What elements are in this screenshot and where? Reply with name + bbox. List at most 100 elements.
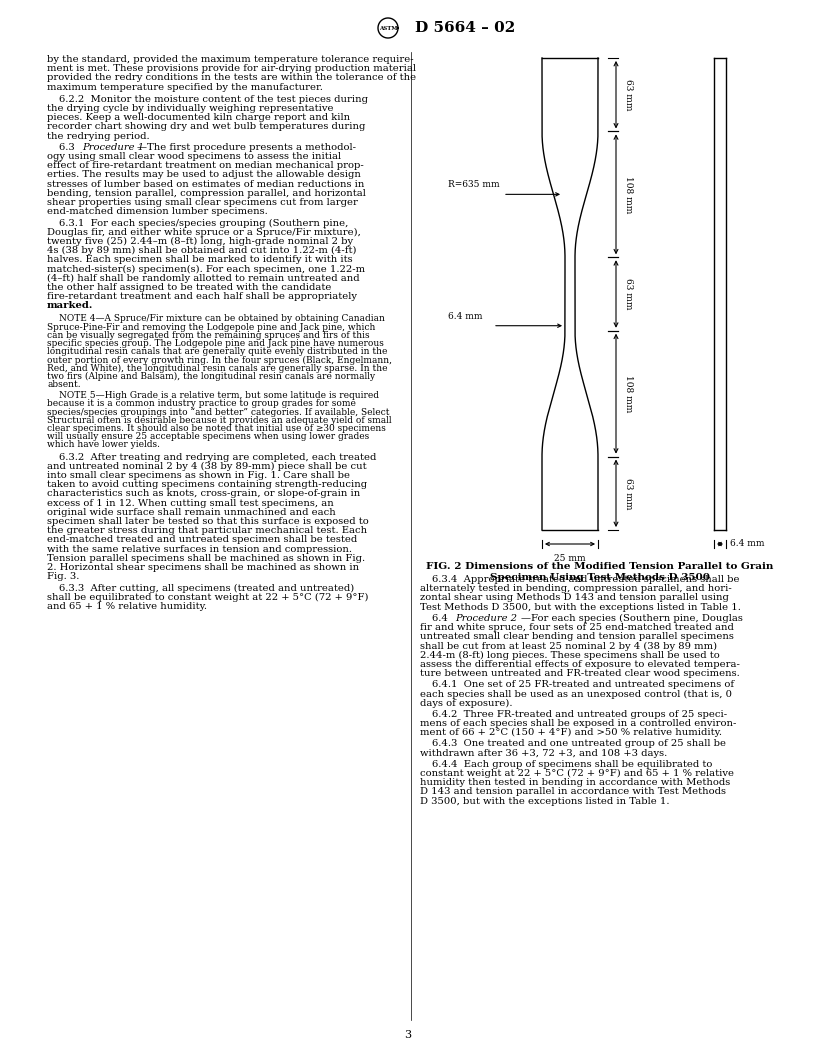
Text: Fig. 3.: Fig. 3. <box>47 572 79 581</box>
Text: original wide surface shall remain unmachined and each: original wide surface shall remain unmac… <box>47 508 335 516</box>
Text: alternately tested in bending, compression parallel, and hori-: alternately tested in bending, compressi… <box>420 584 732 593</box>
Text: shall be cut from at least 25 nominal 2 by 4 (38 by 89 mm): shall be cut from at least 25 nominal 2 … <box>420 641 717 650</box>
Text: 108 mm: 108 mm <box>624 175 633 213</box>
Text: Procedure 2: Procedure 2 <box>455 614 517 623</box>
Text: Specimen Using Test Methods D 3500: Specimen Using Test Methods D 3500 <box>490 573 710 582</box>
Text: 6.4: 6.4 <box>432 614 455 623</box>
Text: by the standard, provided the maximum temperature tolerance require-: by the standard, provided the maximum te… <box>47 55 414 64</box>
Text: two firs (Alpine and Balsam), the longitudinal resin canals are normally: two firs (Alpine and Balsam), the longit… <box>47 372 375 381</box>
Text: characteristics such as knots, cross-grain, or slope-of-grain in: characteristics such as knots, cross-gra… <box>47 489 360 498</box>
Text: D 3500, but with the exceptions listed in Table 1.: D 3500, but with the exceptions listed i… <box>420 796 669 806</box>
Text: days of exposure).: days of exposure). <box>420 699 512 708</box>
Text: NOTE 4—A Spruce/Fir mixture can be obtained by obtaining Canadian: NOTE 4—A Spruce/Fir mixture can be obtai… <box>59 315 385 323</box>
Text: shall be equilibrated to constant weight at 22 + 5°C (72 + 9°F): shall be equilibrated to constant weight… <box>47 592 369 602</box>
Text: 6.4.4  Each group of specimens shall be equilibrated to: 6.4.4 Each group of specimens shall be e… <box>432 760 712 769</box>
Text: —For each species (Southern pine, Douglas: —For each species (Southern pine, Dougla… <box>521 614 743 623</box>
Text: humidity then tested in bending in accordance with Methods: humidity then tested in bending in accor… <box>420 778 730 787</box>
Text: the other half assigned to be treated with the candidate: the other half assigned to be treated wi… <box>47 283 331 291</box>
Text: 6.3: 6.3 <box>59 143 81 152</box>
Text: pieces. Keep a well-documented kiln charge report and kiln: pieces. Keep a well-documented kiln char… <box>47 113 350 122</box>
Text: outer portion of every growth ring. In the four spruces (Black, Engelmann,: outer portion of every growth ring. In t… <box>47 356 392 364</box>
Text: 6.3.1  For each species/species grouping (Southern pine,: 6.3.1 For each species/species grouping … <box>59 219 348 227</box>
Text: 6.2.2  Monitor the moisture content of the test pieces during: 6.2.2 Monitor the moisture content of th… <box>59 95 368 103</box>
Text: D 143 and tension parallel in accordance with Test Methods: D 143 and tension parallel in accordance… <box>420 788 726 796</box>
Text: untreated small clear bending and tension parallel specimens: untreated small clear bending and tensio… <box>420 633 734 641</box>
Text: ogy using small clear wood specimens to assess the initial: ogy using small clear wood specimens to … <box>47 152 341 161</box>
Text: excess of 1 in 12. When cutting small test specimens, an: excess of 1 in 12. When cutting small te… <box>47 498 334 508</box>
Text: absent.: absent. <box>47 380 81 389</box>
Text: end-matched dimension lumber specimens.: end-matched dimension lumber specimens. <box>47 207 268 216</box>
Text: effect of fire-retardant treatment on median mechanical prop-: effect of fire-retardant treatment on me… <box>47 162 364 170</box>
Text: 4s (38 by 89 mm) shall be obtained and cut into 1.22-m (4-ft): 4s (38 by 89 mm) shall be obtained and c… <box>47 246 357 256</box>
Text: specimen shall later be tested so that this surface is exposed to: specimen shall later be tested so that t… <box>47 517 369 526</box>
Text: Structural often is desirable because it provides an adequate yield of small: Structural often is desirable because it… <box>47 416 392 425</box>
Text: ment is met. These provisions provide for air-drying production material: ment is met. These provisions provide fo… <box>47 64 416 73</box>
Text: stresses of lumber based on estimates of median reductions in: stresses of lumber based on estimates of… <box>47 180 365 189</box>
Text: the drying cycle by individually weighing representative: the drying cycle by individually weighin… <box>47 103 334 113</box>
Text: FIG. 2 Dimensions of the Modified Tension Parallel to Grain: FIG. 2 Dimensions of the Modified Tensio… <box>426 562 774 571</box>
Text: 63 mm: 63 mm <box>624 477 633 509</box>
Text: NOTE 5—High Grade is a relative term, but some latitude is required: NOTE 5—High Grade is a relative term, bu… <box>59 391 379 400</box>
Text: species/species groupings into “and better” categories. If available, Select: species/species groupings into “and bett… <box>47 408 389 417</box>
Text: 6.3.3  After cutting, all specimens (treated and untreated): 6.3.3 After cutting, all specimens (trea… <box>59 583 354 592</box>
Text: the redrying period.: the redrying period. <box>47 132 149 140</box>
Text: twenty five (25) 2.44–m (8–ft) long, high-grade nominal 2 by: twenty five (25) 2.44–m (8–ft) long, hig… <box>47 237 353 246</box>
Text: matched-sister(s) specimen(s). For each specimen, one 1.22-m: matched-sister(s) specimen(s). For each … <box>47 264 365 274</box>
Text: the greater stress during that particular mechanical test. Each: the greater stress during that particula… <box>47 526 367 535</box>
Text: halves. Each specimen shall be marked to identify it with its: halves. Each specimen shall be marked to… <box>47 256 353 264</box>
Text: 63 mm: 63 mm <box>624 79 633 111</box>
Text: with the same relative surfaces in tension and compression.: with the same relative surfaces in tensi… <box>47 545 352 553</box>
Text: 6.4.1  One set of 25 FR-treated and untreated specimens of: 6.4.1 One set of 25 FR-treated and untre… <box>432 680 734 690</box>
Text: 6.4.3  One treated and one untreated group of 25 shall be: 6.4.3 One treated and one untreated grou… <box>432 739 726 749</box>
Text: because it is a common industry practice to group grades for some: because it is a common industry practice… <box>47 399 356 409</box>
Text: shear properties using small clear specimens cut from larger: shear properties using small clear speci… <box>47 199 358 207</box>
Text: erties. The results may be used to adjust the allowable design: erties. The results may be used to adjus… <box>47 170 361 180</box>
Text: fire-retardant treatment and each half shall be appropriately: fire-retardant treatment and each half s… <box>47 293 357 301</box>
Text: 3: 3 <box>405 1030 411 1040</box>
Text: which have lower yields.: which have lower yields. <box>47 440 160 450</box>
Text: will usually ensure 25 acceptable specimens when using lower grades: will usually ensure 25 acceptable specim… <box>47 432 370 441</box>
Text: constant weight at 22 + 5°C (72 + 9°F) and 65 + 1 % relative: constant weight at 22 + 5°C (72 + 9°F) a… <box>420 769 734 778</box>
Text: 2. Horizontal shear specimens shall be machined as shown in: 2. Horizontal shear specimens shall be m… <box>47 563 359 572</box>
Text: ment of 66 + 2°C (150 + 4°F) and >50 % relative humidity.: ment of 66 + 2°C (150 + 4°F) and >50 % r… <box>420 729 722 737</box>
Text: marked.: marked. <box>47 301 93 310</box>
Text: Douglas fir, and either white spruce or a Spruce/Fir mixture),: Douglas fir, and either white spruce or … <box>47 228 361 237</box>
Text: D 5664 – 02: D 5664 – 02 <box>415 21 515 35</box>
Text: assess the differential effects of exposure to elevated tempera-: assess the differential effects of expos… <box>420 660 740 668</box>
Text: —The first procedure presents a methodol-: —The first procedure presents a methodol… <box>137 143 356 152</box>
Text: ASTM: ASTM <box>379 25 397 31</box>
Text: and 65 + 1 % relative humidity.: and 65 + 1 % relative humidity. <box>47 602 207 610</box>
Text: 6.4.2  Three FR-treated and untreated groups of 25 speci-: 6.4.2 Three FR-treated and untreated gro… <box>432 710 727 719</box>
Text: Tension parallel specimens shall be machined as shown in Fig.: Tension parallel specimens shall be mach… <box>47 553 365 563</box>
Text: fir and white spruce, four sets of 25 end-matched treated and: fir and white spruce, four sets of 25 en… <box>420 623 734 631</box>
Text: mens of each species shall be exposed in a controlled environ-: mens of each species shall be exposed in… <box>420 719 736 728</box>
Polygon shape <box>542 58 598 530</box>
Text: into small clear specimens as shown in Fig. 1. Care shall be: into small clear specimens as shown in F… <box>47 471 350 480</box>
Text: 2.44-m (8-ft) long pieces. These specimens shall be used to: 2.44-m (8-ft) long pieces. These specime… <box>420 650 720 660</box>
Text: recorder chart showing dry and wet bulb temperatures during: recorder chart showing dry and wet bulb … <box>47 122 366 131</box>
Text: 6.3.4  Appropriate treated and untreated specimens shall be: 6.3.4 Appropriate treated and untreated … <box>432 576 739 584</box>
Text: each species shall be used as an unexposed control (that is, 0: each species shall be used as an unexpos… <box>420 690 732 698</box>
Text: 6.4 mm: 6.4 mm <box>730 540 765 548</box>
Text: bending, tension parallel, compression parallel, and horizontal: bending, tension parallel, compression p… <box>47 189 366 197</box>
Text: 6.4 mm: 6.4 mm <box>448 312 482 321</box>
Text: 63 mm: 63 mm <box>624 278 633 309</box>
Text: ture between untreated and FR-treated clear wood specimens.: ture between untreated and FR-treated cl… <box>420 670 740 678</box>
Text: longitudinal resin canals that are generally quite evenly distributed in the: longitudinal resin canals that are gener… <box>47 347 388 356</box>
Text: R=635 mm: R=635 mm <box>448 181 499 189</box>
Text: 108 mm: 108 mm <box>624 375 633 412</box>
Text: and untreated nominal 2 by 4 (38 by 89-mm) piece shall be cut: and untreated nominal 2 by 4 (38 by 89-m… <box>47 461 366 471</box>
Text: Red, and White), the longitudinal resin canals are generally sparse. In the: Red, and White), the longitudinal resin … <box>47 363 388 373</box>
Text: maximum temperature specified by the manufacturer.: maximum temperature specified by the man… <box>47 82 323 92</box>
Text: Spruce-Pine-Fir and removing the Lodgepole pine and Jack pine, which: Spruce-Pine-Fir and removing the Lodgepo… <box>47 322 375 332</box>
Text: Procedure 1: Procedure 1 <box>82 143 144 152</box>
Text: end-matched treated and untreated specimen shall be tested: end-matched treated and untreated specim… <box>47 535 357 545</box>
Text: taken to avoid cutting specimens containing strength-reducing: taken to avoid cutting specimens contain… <box>47 480 367 489</box>
Text: Test Methods D 3500, but with the exceptions listed in Table 1.: Test Methods D 3500, but with the except… <box>420 603 741 611</box>
Text: zontal shear using Methods D 143 and tension parallel using: zontal shear using Methods D 143 and ten… <box>420 593 729 602</box>
Text: 25 mm: 25 mm <box>554 554 586 563</box>
Text: withdrawn after 36 +3, 72 +3, and 108 +3 days.: withdrawn after 36 +3, 72 +3, and 108 +3… <box>420 749 667 757</box>
Text: can be visually segregated from the remaining spruces and firs of this: can be visually segregated from the rema… <box>47 331 370 340</box>
Text: specific species group. The Lodgepole pine and Jack pine have numerous: specific species group. The Lodgepole pi… <box>47 339 384 348</box>
Text: (4–ft) half shall be randomly allotted to remain untreated and: (4–ft) half shall be randomly allotted t… <box>47 274 360 283</box>
